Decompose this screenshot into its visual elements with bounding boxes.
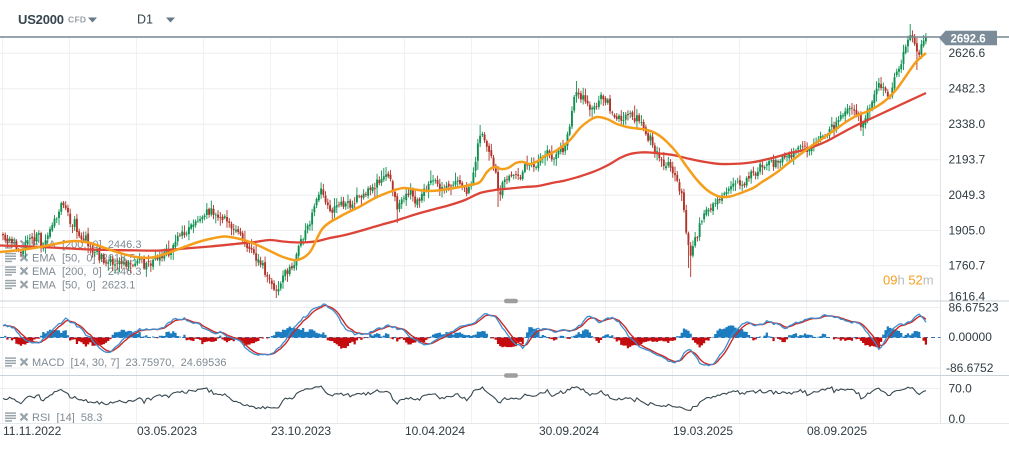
svg-text:23.10.2023: 23.10.2023 [271,424,331,438]
svg-text:0.00000: 0.00000 [949,330,993,344]
svg-text:EMA [50, 0] 2623.1: EMA [50, 0] 2623.1 [32,279,135,291]
svg-text:EMA [50, 0] 2618.5: EMA [50, 0] 2618.5 [32,252,135,264]
svg-text:EMA [200, 0] 2446.3: EMA [200, 0] 2446.3 [32,266,141,278]
svg-text:70.0: 70.0 [949,382,973,396]
svg-text:2692.6: 2692.6 [951,33,986,45]
svg-text:08.09.2025: 08.09.2025 [807,424,867,438]
svg-text:86.67523: 86.67523 [949,301,999,315]
svg-text:1905.0: 1905.0 [949,223,986,237]
svg-text:-86.6752: -86.6752 [946,361,994,375]
svg-text:2193.7: 2193.7 [949,153,986,167]
svg-text:RSI [14] 58.3: RSI [14] 58.3 [32,412,102,424]
svg-text:11.11.2022: 11.11.2022 [3,424,62,438]
svg-text:1760.7: 1760.7 [949,259,986,273]
svg-text:MACD [14, 30, 7] 23.75970,: MACD [14, 30, 7] 23.75970, 24.69536 [32,357,226,369]
svg-text:2626.6: 2626.6 [949,46,986,60]
svg-text:D1: D1 [137,13,153,27]
svg-text:2338.0: 2338.0 [949,117,986,131]
svg-text:1616.4: 1616.4 [949,290,986,304]
svg-text:2049.3: 2049.3 [949,188,986,202]
svg-text:30.09.2024: 30.09.2024 [539,424,599,438]
svg-text:09h 52m: 09h 52m [883,273,934,288]
svg-text:2482.3: 2482.3 [949,82,986,96]
svg-text:US2000: US2000 [18,12,64,27]
svg-text:0.0: 0.0 [949,412,966,426]
svg-text:CFD: CFD [68,14,86,24]
svg-text:03.05.2023: 03.05.2023 [137,424,197,438]
svg-text:19.03.2025: 19.03.2025 [673,424,733,438]
svg-text:10.04.2024: 10.04.2024 [405,424,465,438]
